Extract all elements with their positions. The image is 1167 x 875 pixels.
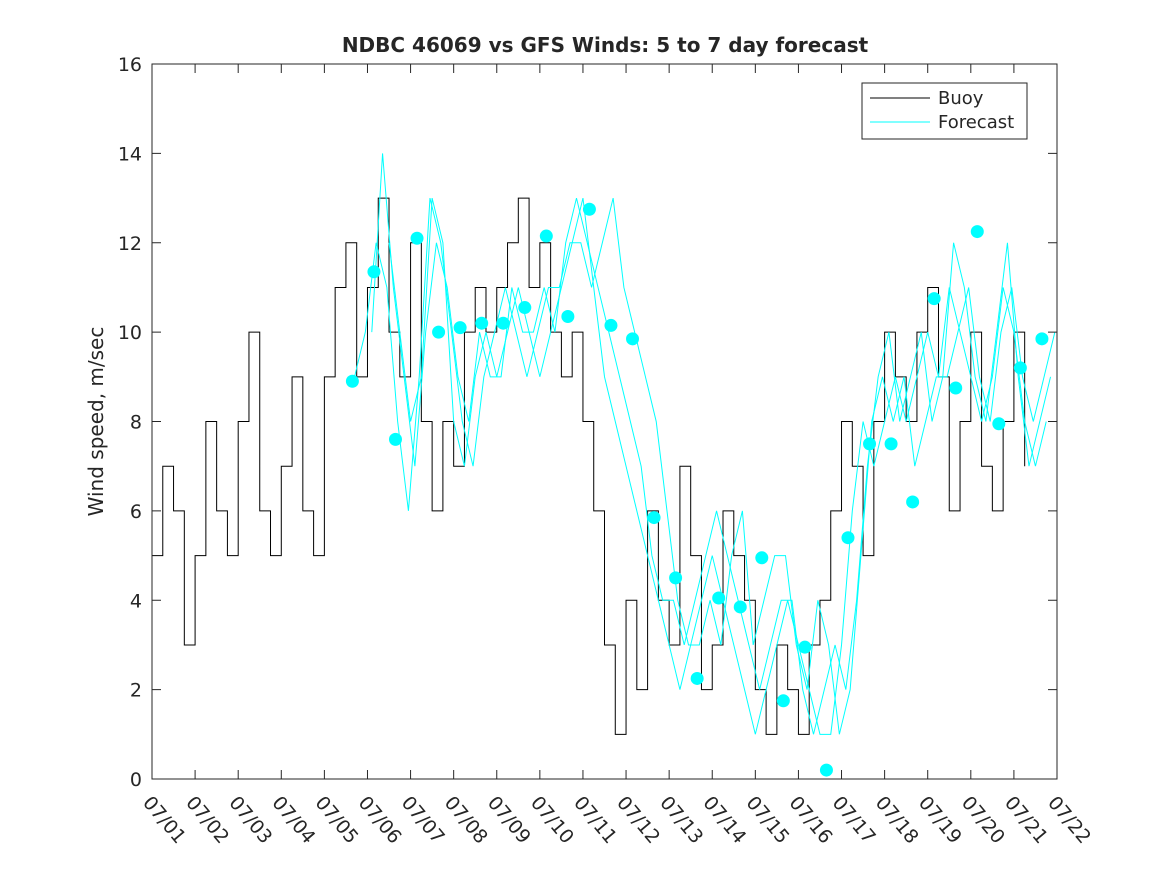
forecast-point: [906, 495, 920, 509]
x-tick-label: 07/02: [181, 792, 233, 848]
x-tick-label: 07/03: [224, 792, 276, 848]
x-tick-label: 07/09: [483, 792, 535, 848]
forecast-point: [927, 292, 941, 306]
forecast-point: [475, 316, 489, 330]
forecast-point: [410, 231, 424, 245]
x-tick-label: 07/14: [698, 792, 750, 848]
forecast-point: [453, 321, 467, 335]
forecast-point: [690, 671, 704, 685]
forecast-point: [712, 591, 726, 605]
forecast-point: [561, 309, 575, 323]
x-tick-label: 07/05: [311, 792, 363, 848]
legend: Buoy Forecast: [861, 82, 1028, 140]
y-tick-label: 14: [118, 143, 142, 165]
y-tick-label: 12: [118, 233, 142, 255]
forecast-point: [884, 437, 898, 451]
x-tick-label: 07/15: [742, 792, 794, 848]
forecast-point: [819, 763, 833, 777]
plot-area: [152, 153, 1056, 777]
forecast-point: [863, 437, 877, 451]
x-tick-label: 07/21: [1000, 792, 1052, 848]
x-tick-label: 07/20: [957, 792, 1009, 848]
legend-label-forecast: Forecast: [938, 112, 1014, 133]
plot-frame: [151, 63, 1058, 780]
x-tick-label: 07/10: [526, 792, 578, 848]
forecast-point: [1035, 332, 1049, 346]
forecast-point: [626, 332, 640, 346]
x-tick-label: 07/07: [397, 792, 449, 848]
x-tick-label: 07/06: [354, 792, 406, 848]
y-tick-label: 0: [130, 769, 142, 791]
forecast-point: [669, 571, 683, 585]
x-tick-label: 07/11: [569, 792, 621, 848]
x-tick-label: 07/01: [138, 792, 190, 848]
y-tick-label: 16: [118, 54, 142, 76]
forecast-point: [970, 225, 984, 239]
buoy-series-line: [152, 197, 1026, 735]
forecast-point: [582, 202, 596, 216]
y-tick-label: 10: [118, 322, 142, 344]
forecast-point: [604, 318, 618, 332]
x-tick-label: 07/19: [914, 792, 966, 848]
y-tick-label: 4: [130, 590, 142, 612]
axes: 024681012141607/0107/0207/0307/0407/0507…: [118, 54, 1095, 848]
forecast-point: [992, 417, 1006, 431]
legend-box: [861, 82, 1028, 140]
legend-label-buoy: Buoy: [938, 88, 984, 109]
forecast-point: [1013, 361, 1027, 375]
x-tick-label: 07/17: [828, 792, 880, 848]
x-tick-label: 07/12: [612, 792, 664, 848]
y-tick-label: 6: [130, 501, 142, 523]
y-tick-label: 2: [130, 680, 142, 702]
forecast-point: [755, 551, 769, 565]
forecast-point: [432, 325, 446, 339]
forecast-point: [841, 531, 855, 545]
forecast-point: [388, 432, 402, 446]
x-tick-label: 07/18: [871, 792, 923, 848]
y-tick-label: 8: [130, 412, 142, 434]
x-tick-label: 07/13: [655, 792, 707, 848]
x-tick-label: 07/16: [785, 792, 837, 848]
x-tick-label: 07/04: [267, 792, 319, 848]
x-tick-label: 07/22: [1043, 792, 1095, 848]
x-tick-label: 07/08: [440, 792, 492, 848]
forecast-point: [949, 381, 963, 395]
forecast-point: [345, 374, 359, 388]
forecast-point: [367, 265, 381, 279]
forecast-point: [733, 600, 747, 614]
forecast-point: [539, 229, 553, 243]
forecast-series-line-2: [371, 153, 1052, 735]
forecast-point: [776, 694, 790, 708]
forecast-point: [798, 640, 812, 654]
y-axis-label: Wind speed, m/sec: [84, 327, 108, 517]
chart-title: NDBC 46069 vs GFS Winds: 5 to 7 day fore…: [342, 33, 869, 57]
forecast-series-line-3: [388, 197, 1047, 735]
forecast-point: [647, 511, 661, 525]
forecast-point: [496, 316, 510, 330]
forecast-point: [518, 301, 532, 315]
